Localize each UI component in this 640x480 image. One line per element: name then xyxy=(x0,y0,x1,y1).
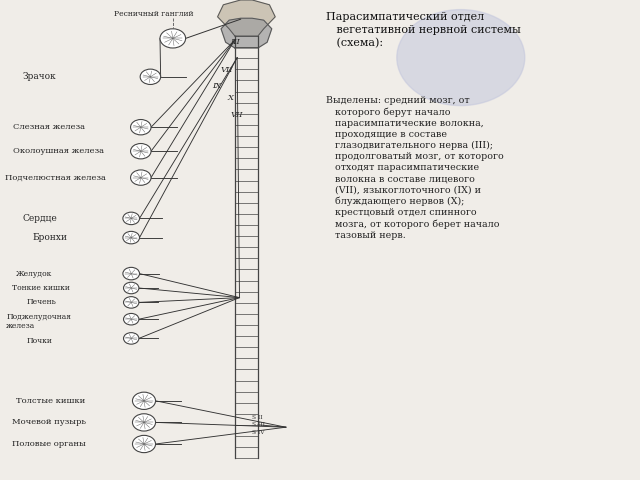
Text: Подчелюстная железа: Подчелюстная железа xyxy=(5,174,106,181)
Text: S IV: S IV xyxy=(252,430,264,434)
Text: VII: VII xyxy=(230,111,243,119)
Text: Околоушная железа: Околоушная железа xyxy=(13,147,104,155)
Text: IX: IX xyxy=(212,83,221,90)
Text: Толстые кишки: Толстые кишки xyxy=(16,397,85,405)
Text: Слезная железа: Слезная железа xyxy=(13,123,84,131)
Text: Тонкие кишки: Тонкие кишки xyxy=(12,284,69,292)
Circle shape xyxy=(140,69,161,84)
Text: Ресничный ганглий: Ресничный ганглий xyxy=(114,10,193,18)
Circle shape xyxy=(124,282,139,294)
Circle shape xyxy=(123,231,140,244)
Text: Желудок: Желудок xyxy=(16,270,52,277)
Text: Половые органы: Половые органы xyxy=(12,440,85,448)
Text: Выделены: средний мозг, от
   которого берут начало
   парасимпатические волокна: Выделены: средний мозг, от которого беру… xyxy=(326,96,504,240)
Circle shape xyxy=(124,297,139,308)
Text: Печень: Печень xyxy=(27,299,57,306)
Text: Поджелудочная
железа: Поджелудочная железа xyxy=(6,313,71,330)
Text: Парасимпатический отдел
   вегетативной нервной системы
   (схема):: Парасимпатический отдел вегетативной нер… xyxy=(326,12,521,48)
Text: VII: VII xyxy=(221,66,234,73)
Circle shape xyxy=(132,392,156,409)
Circle shape xyxy=(397,10,525,106)
Circle shape xyxy=(160,29,186,48)
Text: Почки: Почки xyxy=(27,337,52,345)
Circle shape xyxy=(124,333,139,344)
Circle shape xyxy=(131,144,151,159)
Text: III: III xyxy=(230,38,240,46)
Text: X: X xyxy=(227,95,233,102)
Circle shape xyxy=(123,267,140,280)
Text: Зрачок: Зрачок xyxy=(22,72,56,81)
Text: S II: S II xyxy=(252,415,262,420)
Circle shape xyxy=(124,313,139,325)
Circle shape xyxy=(132,414,156,431)
Circle shape xyxy=(132,435,156,453)
Circle shape xyxy=(123,212,140,225)
Polygon shape xyxy=(221,18,272,48)
Text: Сердце: Сердце xyxy=(22,214,57,223)
Circle shape xyxy=(131,170,151,185)
Text: Мочевой пузырь: Мочевой пузырь xyxy=(12,419,86,426)
Circle shape xyxy=(131,120,151,135)
Polygon shape xyxy=(218,0,275,36)
Text: S III: S III xyxy=(252,422,264,427)
Text: Бронхи: Бронхи xyxy=(32,233,67,242)
